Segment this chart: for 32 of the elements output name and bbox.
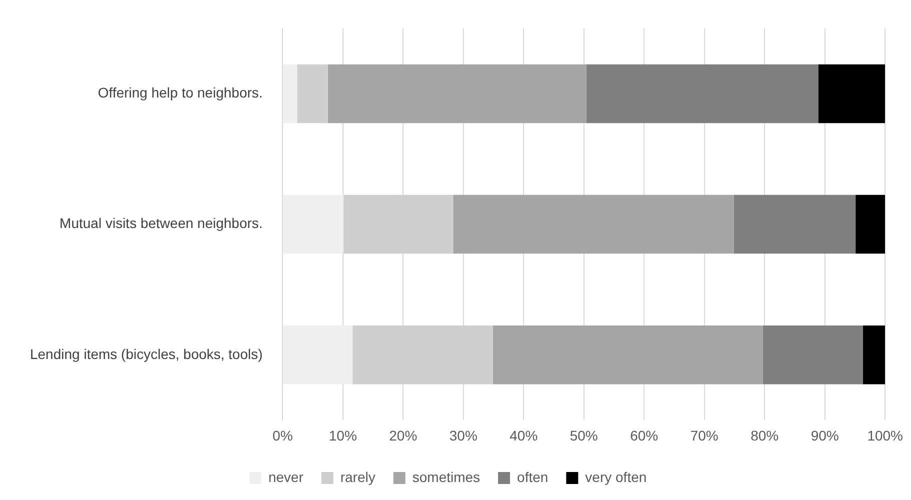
bar [297, 64, 328, 124]
x-tick-label: 20% [389, 427, 418, 444]
x-tick-label: 10% [328, 427, 357, 444]
y-tick-label: Lending items (bicycles, books, tools) [30, 346, 263, 362]
legend-label: rarely [340, 468, 376, 485]
x-tick-label: 0% [272, 427, 293, 444]
x-tick-label: 70% [690, 427, 718, 444]
bar [862, 326, 886, 384]
legend-label: often [517, 468, 548, 485]
bar [283, 194, 344, 254]
x-tick-label: 40% [510, 427, 538, 444]
x-tick-label: 100% [867, 427, 904, 444]
bar [856, 194, 886, 254]
x-tick-label: 50% [570, 427, 598, 444]
legend-label: never [268, 468, 304, 485]
bar [492, 326, 763, 384]
y-tick-label: Offering help to neighbors. [98, 84, 263, 101]
bar [283, 326, 353, 384]
y-tick-label: Mutual visits between neighbors. [60, 215, 263, 232]
bar [283, 64, 298, 124]
legend-label: very often [585, 468, 647, 485]
bar [734, 194, 856, 254]
bar [762, 326, 863, 384]
x-tick-label: 90% [810, 427, 839, 444]
bar [328, 64, 586, 124]
x-tick-label: 80% [750, 427, 779, 444]
bar [453, 194, 734, 254]
legend-label: sometimes [412, 468, 480, 485]
x-tick-label: 60% [630, 427, 658, 444]
bar [586, 64, 818, 124]
bar [818, 64, 886, 124]
x-tick-label: 30% [449, 427, 478, 444]
